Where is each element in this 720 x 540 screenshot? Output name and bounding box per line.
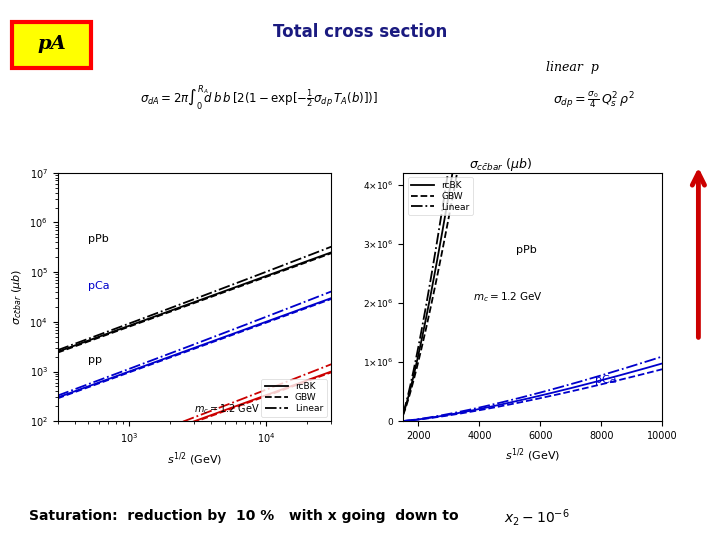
Text: $\sigma_{c\bar{c}bar}\ (\mu b)$: $\sigma_{c\bar{c}bar}\ (\mu b)$ <box>469 156 532 173</box>
Text: $\sigma_{dp} = \frac{\sigma_0}{4}\,Q_s^2\,\rho^2$: $\sigma_{dp} = \frac{\sigma_0}{4}\,Q_s^2… <box>553 90 635 110</box>
Text: linear  p: linear p <box>546 61 599 74</box>
Text: pPb: pPb <box>88 234 109 244</box>
X-axis label: $s^{1/2}$ (GeV): $s^{1/2}$ (GeV) <box>505 447 560 464</box>
Text: pCa: pCa <box>595 375 617 385</box>
Text: pCa: pCa <box>88 281 109 292</box>
Text: Total cross section: Total cross section <box>273 23 447 42</box>
Text: pp: pp <box>88 355 102 365</box>
Text: $m_c = 1.2$ GeV: $m_c = 1.2$ GeV <box>194 402 260 416</box>
Text: $\sigma_{dA} = 2\pi \int_0^{R_A}\!\! d\,b\,b\, [2(1-\exp[-\frac{1}{2}\sigma_{dp}: $\sigma_{dA} = 2\pi \int_0^{R_A}\!\! d\,… <box>140 83 378 112</box>
Text: Saturation:  reduction by  10 %   with x going  down to: Saturation: reduction by 10 % with x goi… <box>29 509 459 523</box>
Text: pA: pA <box>37 35 66 53</box>
Text: $x_2 - 10^{-6}$: $x_2 - 10^{-6}$ <box>504 507 570 528</box>
Y-axis label: $\sigma_{c\bar{c}bar}\ (\mu b)$: $\sigma_{c\bar{c}bar}\ (\mu b)$ <box>10 269 24 325</box>
Text: pPb: pPb <box>516 245 537 255</box>
Legend: rcBK, GBW, Linear: rcBK, GBW, Linear <box>261 379 327 417</box>
Legend: rcBK, GBW, Linear: rcBK, GBW, Linear <box>408 177 473 215</box>
FancyBboxPatch shape <box>12 22 91 68</box>
X-axis label: $s^{1/2}$ (GeV): $s^{1/2}$ (GeV) <box>167 450 222 468</box>
Text: $m_c = 1.2$ GeV: $m_c = 1.2$ GeV <box>473 290 543 304</box>
